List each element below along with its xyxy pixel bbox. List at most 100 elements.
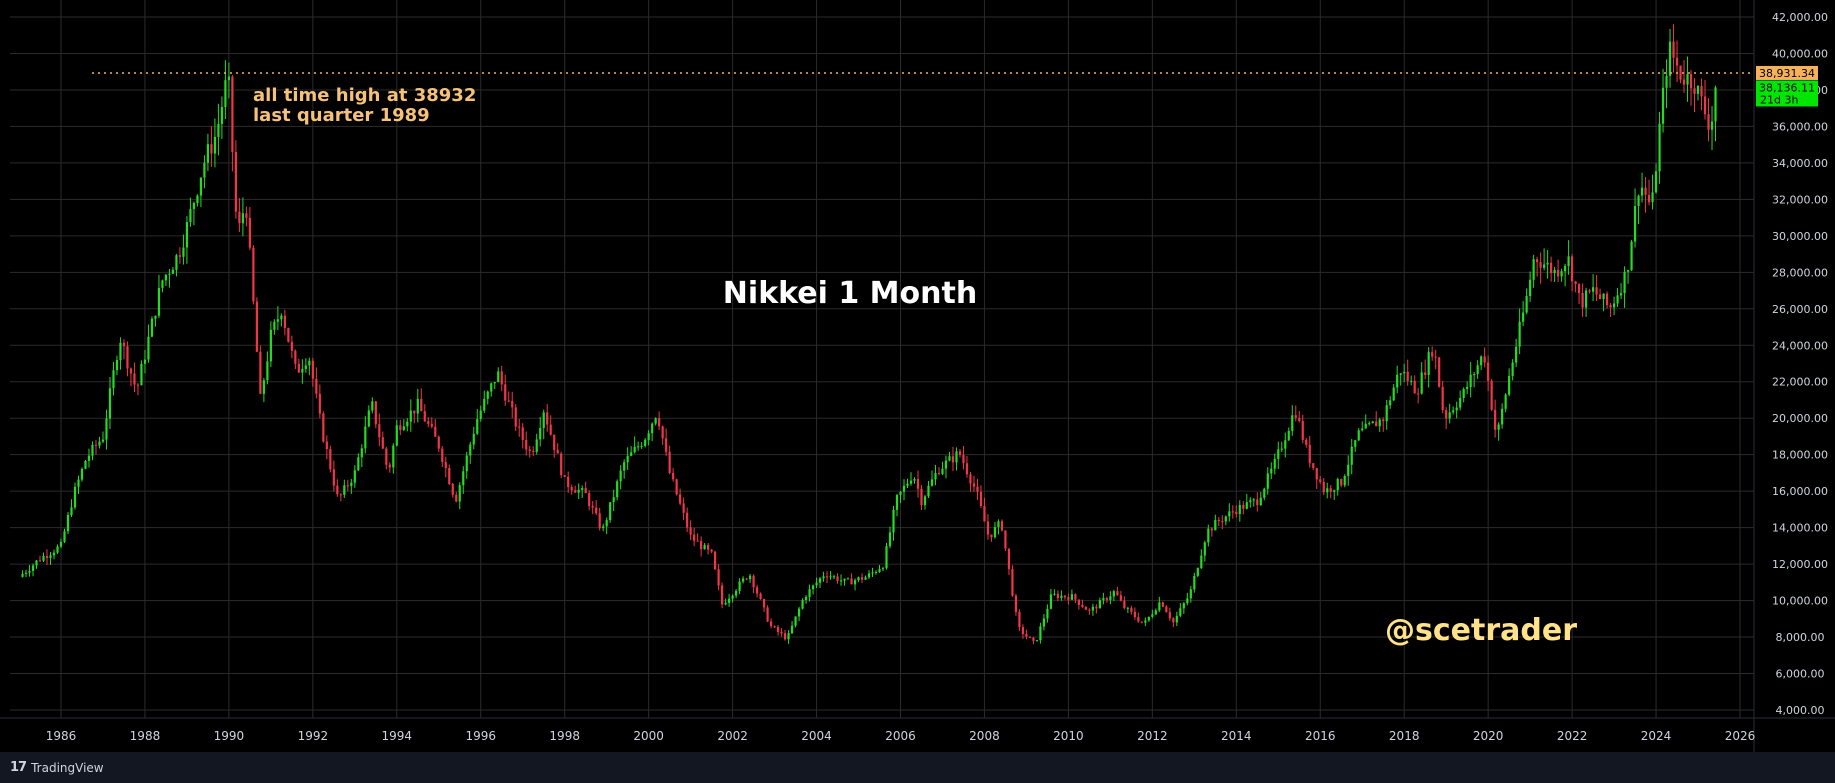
candle-body: [686, 512, 689, 528]
candle-body: [42, 556, 45, 561]
candle-body: [1529, 279, 1532, 297]
y-tick-label: 20,000.00: [1772, 412, 1828, 425]
y-tick-label: 32,000.00: [1772, 193, 1828, 206]
candle-body: [1158, 602, 1161, 611]
candle-body: [297, 363, 300, 373]
x-tick-label: 2010: [1053, 729, 1084, 743]
candle-body: [371, 401, 374, 411]
candle-body: [1417, 393, 1420, 395]
candle-body: [1221, 521, 1224, 523]
candle-body: [203, 162, 206, 178]
tradingview-logo[interactable]: 17 TradingView: [10, 760, 104, 775]
price-axis[interactable]: 42,000.0040,000.0038,000.0036,000.0034,0…: [1772, 11, 1828, 717]
candle-body: [1707, 114, 1710, 130]
candle-body: [122, 342, 126, 347]
candle-body: [276, 319, 279, 322]
candle-body: [374, 401, 377, 425]
candle-body: [1567, 256, 1570, 266]
candle-body: [1070, 594, 1073, 600]
candle-body: [1396, 374, 1399, 388]
candle-body: [262, 380, 265, 394]
candle-body: [1235, 511, 1238, 515]
candle-body: [1714, 87, 1717, 122]
candle-body: [888, 532, 892, 547]
candle-body: [1263, 488, 1266, 498]
candle-body: [119, 342, 122, 361]
candle-body: [77, 479, 80, 487]
candle-body: [504, 384, 507, 401]
candle-body: [1553, 269, 1556, 274]
candle-body: [1014, 595, 1018, 612]
candle-body: [1462, 388, 1465, 398]
chart-title: Nikkei 1 Month: [723, 276, 977, 311]
last-price-label: 38,136.11: [1759, 81, 1815, 94]
candle-body: [1658, 123, 1661, 172]
candle-body: [402, 426, 405, 430]
candle-body: [1284, 440, 1287, 449]
candle-body: [762, 599, 766, 608]
candle-body: [1277, 449, 1280, 459]
candle-body: [161, 280, 164, 288]
candle-body: [210, 144, 213, 154]
candle-body: [273, 321, 276, 330]
x-tick-label: 2018: [1389, 729, 1420, 743]
candle-body: [675, 479, 678, 495]
candle-body: [1298, 417, 1301, 421]
candle-body: [1504, 394, 1507, 409]
candle-body: [1098, 600, 1101, 609]
y-tick-label: 40,000.00: [1772, 47, 1828, 60]
candle-body: [301, 368, 304, 373]
candle-body: [511, 401, 514, 408]
candle-body: [150, 318, 154, 337]
candle-body: [1536, 259, 1539, 263]
candle-body: [1375, 421, 1378, 427]
candle-body: [94, 444, 98, 446]
candle-body: [1172, 618, 1175, 623]
candle-body: [1256, 499, 1259, 506]
candle-body: [413, 410, 416, 414]
nikkei-chart[interactable]: Nikkei 1 Month all time high at 38932 la…: [0, 0, 1835, 752]
x-tick-label: 1986: [46, 729, 77, 743]
tradingview-icon: 17: [10, 760, 27, 775]
candle-body: [24, 572, 28, 574]
candle-body: [1123, 600, 1126, 608]
candle-body: [73, 486, 77, 508]
candle-body: [518, 426, 521, 428]
candle-body: [1518, 321, 1521, 347]
candle-body: [1546, 262, 1549, 265]
candle-body: [651, 423, 654, 434]
candle-body: [360, 448, 363, 458]
candle-body: [427, 421, 430, 424]
candle-body: [941, 468, 944, 474]
candle-body: [420, 398, 423, 412]
candle-body: [567, 476, 570, 488]
candle-body: [1228, 511, 1231, 517]
candle-body: [1591, 287, 1595, 292]
candle-body: [1165, 606, 1168, 613]
x-tick-label: 2012: [1137, 729, 1168, 743]
candle-body: [1081, 604, 1084, 608]
y-tick-label: 30,000.00: [1772, 230, 1828, 243]
candle-body: [59, 541, 63, 547]
candle-body: [1007, 548, 1011, 570]
candle-body: [1011, 569, 1014, 596]
candle-body: [1004, 530, 1007, 549]
candle-body: [714, 551, 717, 570]
candle-body: [1000, 521, 1004, 531]
y-tick-label: 4,000.00: [1776, 704, 1825, 717]
candle-body: [581, 488, 584, 490]
time-axis[interactable]: 1986 1988 1990 1992 1994 1996 1998 2000 2002 2004…: [46, 729, 1756, 743]
candle-body: [357, 457, 360, 471]
candle-body: [1259, 497, 1262, 506]
candle-body: [1207, 528, 1210, 543]
candle-body: [1581, 292, 1584, 308]
candle-body: [108, 388, 112, 419]
y-tick-label: 34,000.00: [1772, 157, 1828, 170]
candle-body: [1343, 475, 1346, 486]
candle-body: [339, 494, 342, 496]
y-tick-label: 24,000.00: [1772, 339, 1828, 352]
candle-body: [479, 410, 482, 419]
candle-body: [399, 425, 402, 430]
candle-body: [1308, 444, 1311, 464]
candle-body: [56, 546, 59, 553]
